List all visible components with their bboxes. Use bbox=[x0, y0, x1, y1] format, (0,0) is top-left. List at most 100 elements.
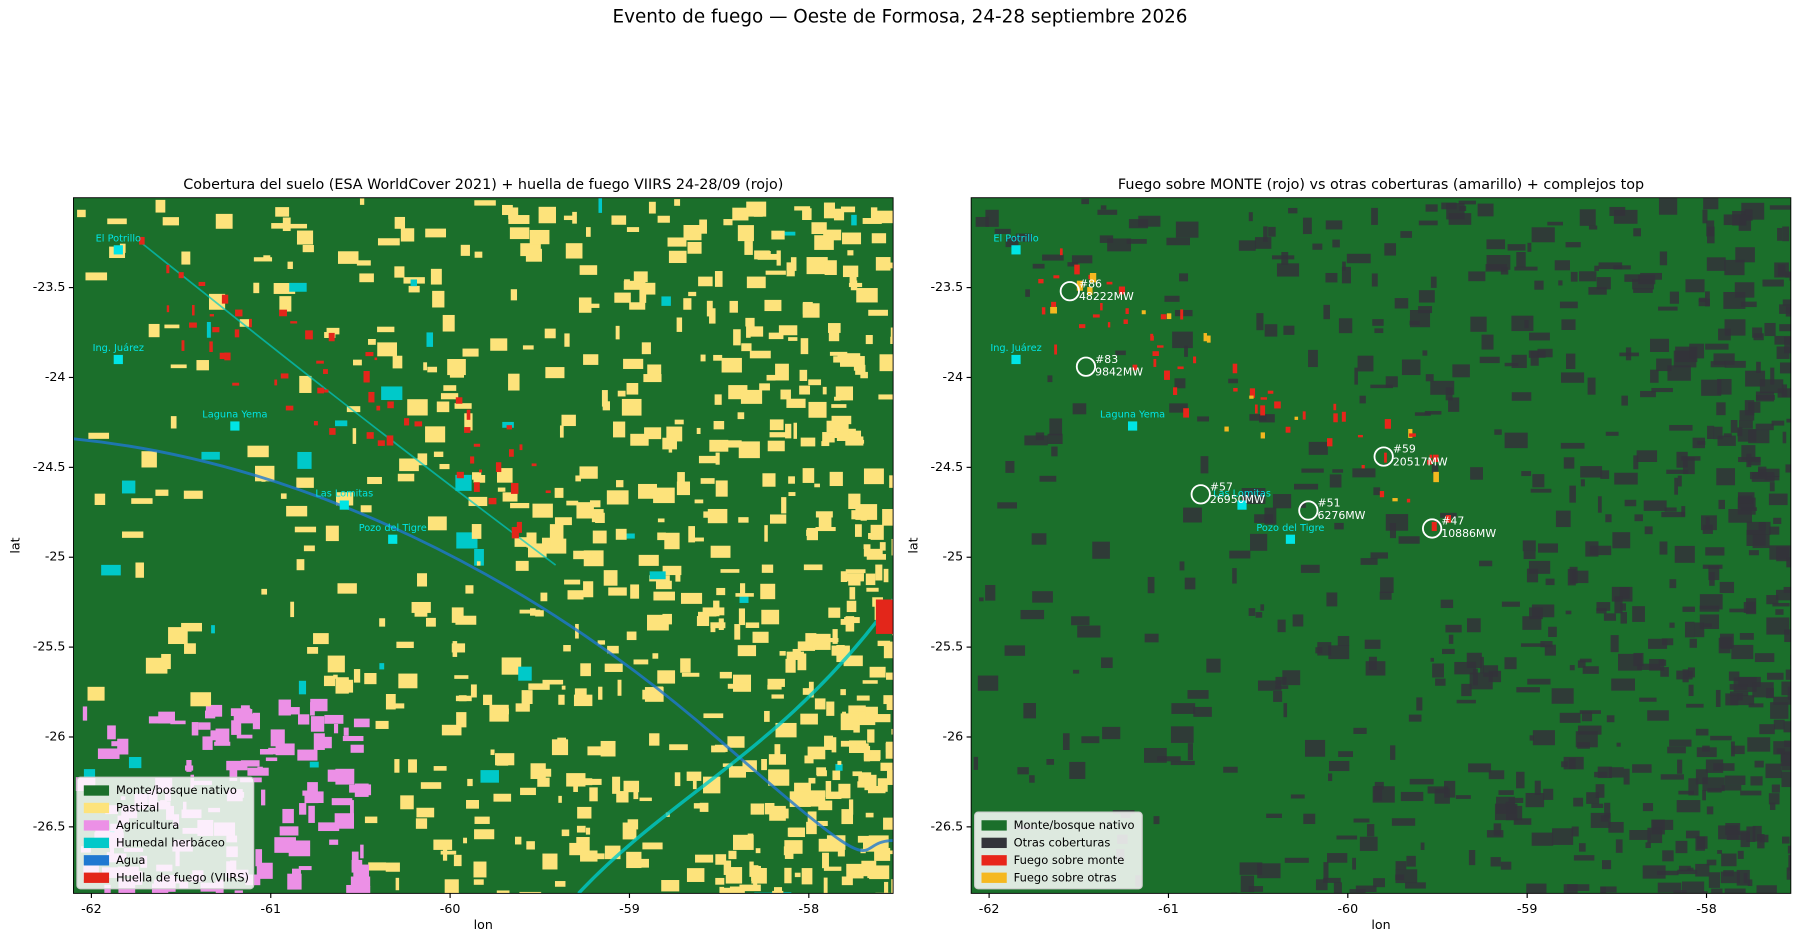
x-tick-label: -59 bbox=[619, 901, 640, 916]
land-patch bbox=[82, 706, 88, 721]
land-patch bbox=[785, 423, 792, 439]
land-patch bbox=[303, 545, 315, 552]
land-patch bbox=[1179, 561, 1185, 571]
land-patch bbox=[327, 655, 345, 673]
land-patch bbox=[440, 850, 457, 855]
land-patch bbox=[683, 224, 702, 241]
land-patch bbox=[1737, 427, 1743, 437]
land-patch bbox=[738, 441, 760, 459]
land-patch bbox=[752, 631, 769, 643]
land-patch bbox=[841, 876, 853, 886]
y-tick-label: -23.5 bbox=[33, 279, 66, 294]
land-patch bbox=[1579, 710, 1601, 714]
land-patch bbox=[1256, 313, 1264, 331]
burn-patch bbox=[875, 599, 894, 634]
land-patch bbox=[1724, 259, 1745, 276]
land-patch bbox=[1374, 328, 1384, 334]
legend-label: Otras coberturas bbox=[1014, 835, 1111, 849]
land-patch bbox=[868, 309, 888, 316]
land-patch bbox=[1604, 802, 1611, 819]
land-patch bbox=[474, 548, 484, 566]
land-patch bbox=[1184, 345, 1188, 357]
land-patch bbox=[1420, 842, 1425, 850]
land-patch bbox=[351, 851, 359, 869]
land-patch bbox=[1569, 485, 1576, 503]
land-patch bbox=[1644, 526, 1653, 535]
land-patch bbox=[804, 755, 814, 764]
land-patch bbox=[1759, 724, 1775, 735]
y-tick-label: -25 bbox=[45, 549, 66, 564]
burn-patch bbox=[1141, 310, 1146, 315]
land-patch bbox=[1723, 214, 1747, 226]
land-patch bbox=[1758, 468, 1780, 477]
land-patch bbox=[716, 587, 726, 596]
land-patch bbox=[1171, 703, 1196, 714]
x-tick-label: -61 bbox=[1158, 901, 1179, 916]
land-patch bbox=[1332, 239, 1340, 248]
land-patch bbox=[885, 741, 894, 753]
burn-patch bbox=[1193, 356, 1197, 364]
land-patch bbox=[787, 827, 802, 837]
land-patch bbox=[1669, 424, 1693, 431]
land-patch bbox=[375, 720, 389, 729]
land-patch bbox=[1264, 324, 1278, 337]
land-patch bbox=[88, 432, 110, 439]
land-patch bbox=[857, 835, 873, 843]
land-patch bbox=[761, 609, 780, 625]
land-patch bbox=[824, 260, 837, 276]
land-patch bbox=[1529, 607, 1543, 620]
land-patch bbox=[778, 325, 798, 336]
land-patch bbox=[1589, 545, 1612, 556]
land-patch bbox=[1640, 272, 1662, 280]
land-patch bbox=[394, 216, 406, 229]
land-patch bbox=[857, 781, 868, 788]
land-patch bbox=[519, 609, 541, 614]
land-patch bbox=[1720, 871, 1740, 884]
land-patch bbox=[186, 760, 192, 772]
land-patch bbox=[746, 201, 767, 217]
land-patch bbox=[1666, 469, 1689, 474]
land-patch bbox=[1776, 748, 1785, 754]
land-patch bbox=[1571, 826, 1579, 837]
land-patch bbox=[1686, 703, 1704, 708]
land-patch bbox=[1580, 479, 1585, 487]
land-patch bbox=[1747, 879, 1753, 887]
land-patch bbox=[1183, 507, 1202, 523]
land-patch bbox=[1338, 751, 1353, 757]
land-patch bbox=[510, 502, 530, 509]
land-patch bbox=[1746, 453, 1752, 468]
land-patch bbox=[1470, 316, 1487, 332]
land-patch bbox=[1290, 794, 1305, 799]
town-marker bbox=[113, 245, 123, 255]
land-patch bbox=[997, 502, 1017, 509]
land-patch bbox=[333, 674, 338, 679]
land-patch bbox=[1047, 375, 1053, 383]
land-patch bbox=[626, 383, 639, 395]
hotspot-marker bbox=[1190, 484, 1211, 505]
land-patch bbox=[695, 854, 714, 863]
hotspot-id: #83 bbox=[1095, 353, 1118, 366]
land-patch bbox=[573, 550, 592, 560]
land-patch bbox=[566, 500, 579, 506]
land-patch bbox=[1595, 784, 1605, 798]
land-patch bbox=[1692, 437, 1705, 449]
burn-patch bbox=[455, 397, 463, 404]
land-patch bbox=[1442, 648, 1455, 655]
land-patch bbox=[510, 289, 518, 301]
land-patch bbox=[1328, 773, 1333, 782]
land-patch bbox=[1446, 203, 1465, 220]
land-patch bbox=[1488, 670, 1502, 683]
land-patch bbox=[776, 250, 781, 266]
land-patch bbox=[761, 564, 774, 573]
land-patch bbox=[1071, 616, 1090, 626]
land-patch bbox=[509, 227, 530, 240]
land-patch bbox=[840, 571, 848, 583]
land-patch bbox=[464, 413, 473, 431]
land-patch bbox=[1020, 609, 1045, 620]
burn-patch bbox=[1431, 521, 1437, 532]
land-patch bbox=[1588, 287, 1607, 295]
land-patch bbox=[558, 795, 562, 803]
land-patch bbox=[1373, 487, 1381, 496]
land-patch bbox=[1790, 521, 1791, 533]
land-patch bbox=[1706, 257, 1726, 271]
